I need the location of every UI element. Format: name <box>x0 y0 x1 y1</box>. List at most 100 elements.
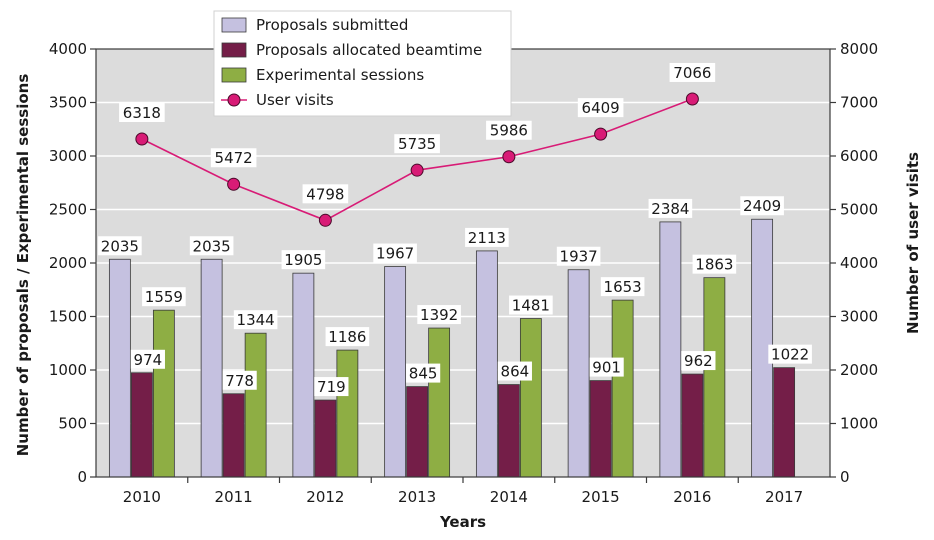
legend-marker-swatch <box>227 93 241 107</box>
bar-value-label: 2409 <box>743 197 781 215</box>
user-visits-label-bg <box>577 98 624 118</box>
bar-label-bg <box>373 243 417 263</box>
legend-label: Proposals submitted <box>256 16 408 34</box>
bar-experimental-sessions-2016 <box>703 277 726 478</box>
bar-value-label: 2035 <box>193 237 231 255</box>
bar-label-bg <box>314 377 349 397</box>
user-visits-point <box>685 92 699 106</box>
bar-experimental-sessions-2015 <box>611 299 634 478</box>
user-visits-point <box>227 177 241 191</box>
user-visits-label-bg <box>669 62 716 82</box>
x-axis-title: Years <box>439 513 486 531</box>
user-visits-label-bg <box>394 134 440 154</box>
bar-value-label: 2035 <box>101 237 139 255</box>
legend-label: Experimental sessions <box>256 66 424 84</box>
bar-proposals-submitted-2011 <box>200 258 223 478</box>
user-visits-point <box>135 132 149 146</box>
left-tick-label: 3000 <box>49 147 87 165</box>
bar-proposals-submitted-2010 <box>108 258 131 478</box>
bar-label-bg <box>740 196 784 216</box>
bar-label-bg <box>465 227 509 247</box>
right-tick-label: 2000 <box>840 361 878 379</box>
left-tick-label: 1000 <box>49 361 87 379</box>
left-tick-label: 2000 <box>49 254 87 272</box>
bar-proposals-submitted-2012 <box>292 272 315 478</box>
bar-value-label: 719 <box>317 378 346 396</box>
left-tick-label: 3500 <box>49 94 87 112</box>
bar-label-bg <box>497 361 532 381</box>
bar-label-bg <box>589 357 624 377</box>
y2-axis-title: Number of user visits <box>904 152 922 334</box>
legend-swatch <box>221 42 247 58</box>
bar-proposals-allocated-beamtime-2012 <box>314 399 337 478</box>
bar-value-label: 845 <box>409 365 438 383</box>
right-tick-label: 4000 <box>840 254 878 272</box>
legend-label: User visits <box>256 91 334 109</box>
bar-label-bg <box>130 349 165 369</box>
user-visits-value-label: 5472 <box>215 149 253 167</box>
bar-value-label: 1186 <box>328 328 366 346</box>
bar-value-label: 2113 <box>468 229 506 247</box>
user-visits-label-bg <box>486 120 532 140</box>
bar-experimental-sessions-2010 <box>152 309 175 478</box>
x-tick-label: 2016 <box>673 488 711 506</box>
user-visits-point <box>594 127 608 141</box>
user-visits-value-label: 4798 <box>306 185 344 203</box>
bar-value-label: 1392 <box>420 306 458 324</box>
legend-swatch <box>221 67 247 83</box>
user-visits-value-label: 6409 <box>582 99 620 117</box>
left-tick-label: 1500 <box>49 308 87 326</box>
bar-label-bg <box>768 344 812 364</box>
user-visits-value-label: 7066 <box>673 64 711 82</box>
bar-value-label: 1481 <box>512 297 550 315</box>
bar-label-bg <box>325 327 370 347</box>
bar-value-label: 901 <box>592 359 621 377</box>
bar-label-bg <box>222 370 257 390</box>
left-tick-label: 4000 <box>49 40 87 58</box>
bar-proposals-allocated-beamtime-2017 <box>773 367 796 478</box>
right-tick-label: 8000 <box>840 40 878 58</box>
bar-value-label: 2384 <box>651 200 689 218</box>
user-visits-label-bg <box>302 184 349 204</box>
bar-proposals-allocated-beamtime-2014 <box>497 384 520 478</box>
bar-value-label: 1863 <box>695 256 733 274</box>
bar-proposals-submitted-2015 <box>567 269 590 478</box>
left-tick-label: 500 <box>58 415 87 433</box>
bar-value-label: 1937 <box>560 248 598 266</box>
bar-experimental-sessions-2012 <box>336 349 359 478</box>
bar-proposals-submitted-2013 <box>384 266 407 478</box>
bar-proposals-allocated-beamtime-2011 <box>222 393 245 478</box>
bar-label-bg <box>281 250 326 270</box>
user-visits-value-label: 6318 <box>123 104 161 122</box>
legend-swatch <box>221 17 247 33</box>
bar-label-bg <box>406 363 441 383</box>
x-tick-label: 2011 <box>215 488 253 506</box>
x-tick-label: 2010 <box>123 488 161 506</box>
bar-label-bg <box>142 287 186 307</box>
bar-proposals-allocated-beamtime-2015 <box>589 380 612 478</box>
legend-box <box>213 10 512 117</box>
bar-value-label: 962 <box>684 352 713 370</box>
user-visits-value-label: 5986 <box>490 122 528 140</box>
bar-label-bg <box>509 295 553 315</box>
bar-proposals-allocated-beamtime-2016 <box>681 373 704 478</box>
x-tick-label: 2015 <box>582 488 620 506</box>
bar-proposals-allocated-beamtime-2010 <box>130 372 153 478</box>
y-axis-title: Number of proposals / Experimental sessi… <box>14 74 32 457</box>
bar-value-label: 1559 <box>145 288 183 306</box>
bar-value-label: 1653 <box>604 278 642 296</box>
right-tick-label: 7000 <box>840 94 878 112</box>
bar-proposals-submitted-2016 <box>659 221 682 478</box>
bar-label-bg <box>681 351 716 371</box>
bar-experimental-sessions-2013 <box>428 327 451 478</box>
right-tick-label: 3000 <box>840 308 878 326</box>
bar-label-bg <box>417 305 461 325</box>
bar-proposals-submitted-2014 <box>475 250 498 478</box>
x-tick-label: 2017 <box>765 488 803 506</box>
bar-experimental-sessions-2014 <box>519 318 542 478</box>
right-tick-label: 6000 <box>840 147 878 165</box>
x-tick-label: 2014 <box>490 488 528 506</box>
right-tick-label: 1000 <box>840 415 878 433</box>
